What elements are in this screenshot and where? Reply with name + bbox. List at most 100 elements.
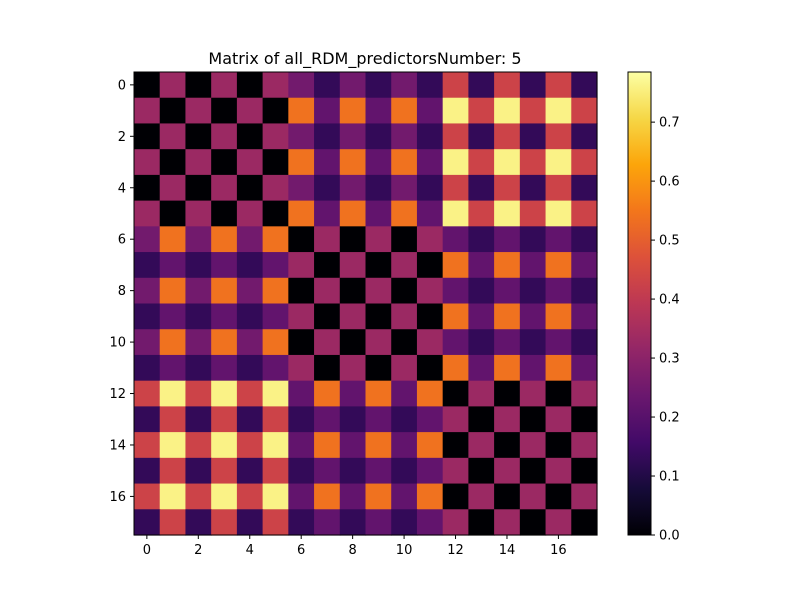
- heatmap-cell: [468, 354, 495, 382]
- heatmap-cell: [545, 380, 572, 407]
- heatmap-cell: [262, 329, 289, 356]
- heatmap-cell: [571, 72, 598, 99]
- heatmap-cell: [134, 252, 161, 279]
- heatmap-cell: [416, 406, 444, 433]
- heatmap-cell: [571, 200, 598, 227]
- heatmap-cell: [339, 174, 367, 202]
- heatmap-cell: [211, 149, 238, 176]
- heatmap-cell: [416, 329, 444, 356]
- heatmap-cell: [416, 200, 444, 227]
- heatmap-cell: [468, 123, 495, 150]
- heatmap-cell: [314, 380, 341, 407]
- heatmap-cell: [339, 509, 367, 536]
- heatmap-cell: [159, 97, 187, 125]
- heatmap-cell: [314, 123, 341, 150]
- heatmap-cell: [468, 509, 495, 536]
- heatmap-cell: [211, 380, 238, 407]
- heatmap-cell: [159, 406, 187, 433]
- heatmap-cell: [314, 354, 341, 382]
- heatmap-cell: [236, 303, 264, 330]
- heatmap-cell: [159, 72, 187, 99]
- heatmap-cell: [468, 72, 495, 99]
- heatmap-cell: [185, 149, 212, 176]
- heatmap-cell: [519, 174, 547, 202]
- heatmap-cell: [519, 432, 547, 459]
- heatmap-cell: [236, 457, 264, 485]
- heatmap-cell: [571, 380, 598, 407]
- heatmap-cell: [545, 123, 572, 150]
- chart-title: Matrix of all_RDM_predictorsNumber: 5: [208, 49, 521, 69]
- heatmap-cell: [288, 226, 315, 253]
- heatmap-cell: [391, 329, 418, 356]
- heatmap-cell: [571, 149, 598, 176]
- heatmap-cell: [288, 432, 315, 459]
- heatmap-cell: [494, 174, 521, 202]
- heatmap-cell: [416, 457, 444, 485]
- x-tick-label: 0: [143, 543, 151, 558]
- heatmap-cell: [571, 252, 598, 279]
- x-tick-label: 6: [297, 543, 305, 558]
- heatmap-cell: [262, 509, 289, 536]
- heatmap-cell: [236, 406, 264, 433]
- heatmap-cell: [288, 380, 315, 407]
- heatmap-cell: [134, 509, 161, 536]
- heatmap-cell: [545, 149, 572, 176]
- heatmap-cell: [159, 509, 187, 536]
- heatmap-cell: [314, 226, 341, 253]
- heatmap-cell: [416, 149, 444, 176]
- heatmap-cell: [339, 226, 367, 253]
- heatmap-cell: [288, 149, 315, 176]
- heatmap-cell: [571, 123, 598, 150]
- heatmap-cell: [134, 354, 161, 382]
- heatmap-cell: [211, 123, 238, 150]
- heatmap-cell: [442, 457, 469, 485]
- heatmap-cell: [494, 303, 521, 330]
- heatmap-cell: [468, 252, 495, 279]
- heatmap-cell: [314, 277, 341, 305]
- heatmap-cell: [494, 72, 521, 99]
- heatmap-cell: [211, 72, 238, 99]
- heatmap-cell: [365, 174, 392, 202]
- heatmap-cell: [134, 303, 161, 330]
- heatmap-cell: [545, 406, 572, 433]
- heatmap-cell: [391, 72, 418, 99]
- heatmap-cell: [288, 252, 315, 279]
- colorbar-frame: [627, 71, 652, 536]
- plot-frame: [133, 71, 598, 536]
- heatmap-cell: [262, 406, 289, 433]
- heatmap-cell: [211, 406, 238, 433]
- heatmap-cell: [571, 509, 598, 536]
- heatmap-cell: [134, 149, 161, 176]
- heatmap-cell: [442, 72, 469, 99]
- heatmap-cell: [468, 200, 495, 227]
- colorbar: [628, 72, 651, 535]
- y-axis: 0 2 4 6 8 10 12 14 16: [109, 78, 134, 505]
- heatmap-cell: [494, 432, 521, 459]
- heatmap-cell: [339, 406, 367, 433]
- heatmap-cell: [211, 303, 238, 330]
- heatmap-cell: [545, 483, 572, 510]
- x-tick-label: 4: [246, 543, 254, 558]
- x-tick-label: 10: [396, 543, 413, 558]
- heatmap-cell: [159, 483, 187, 510]
- heatmap-cell: [391, 432, 418, 459]
- heatmap-cell: [365, 303, 392, 330]
- heatmap-cell: [519, 483, 547, 510]
- heatmap-cell: [519, 123, 547, 150]
- heatmap-cell: [211, 97, 238, 125]
- heatmap-cell: [442, 226, 469, 253]
- heatmap-cell: [519, 200, 547, 227]
- heatmap-cell: [288, 457, 315, 485]
- heatmap-cell: [442, 252, 469, 279]
- heatmap-cell: [211, 483, 238, 510]
- heatmap-cell: [416, 72, 444, 99]
- heatmap-cell: [468, 303, 495, 330]
- heatmap-cell: [494, 123, 521, 150]
- heatmap-cell: [159, 174, 187, 202]
- heatmap-cell: [159, 329, 187, 356]
- y-tick-label: 14: [109, 438, 126, 453]
- heatmap-cell: [365, 72, 392, 99]
- heatmap-cell: [288, 329, 315, 356]
- heatmap-cell: [391, 380, 418, 407]
- heatmap-cell: [236, 72, 264, 99]
